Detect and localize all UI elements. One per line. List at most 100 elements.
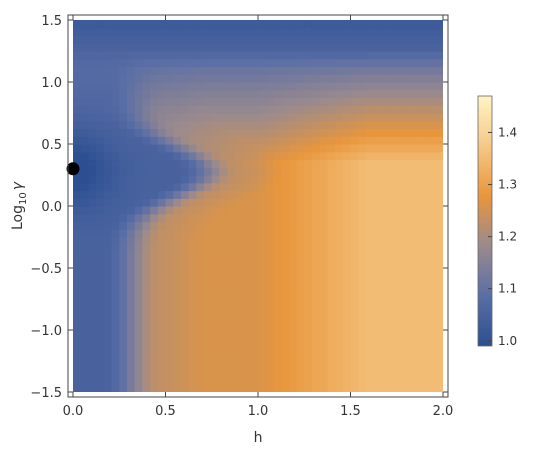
heatmap-cell xyxy=(419,237,429,246)
heatmap-cell xyxy=(304,330,313,339)
heatmap-cell xyxy=(281,97,290,106)
heatmap-cell xyxy=(250,144,259,153)
heatmap-cell xyxy=(119,105,128,114)
heatmap-cell xyxy=(273,322,282,331)
heatmap-cell xyxy=(80,190,90,199)
heatmap-cell xyxy=(211,368,221,378)
heatmap-cell xyxy=(73,27,82,37)
heatmap-cell xyxy=(234,27,244,37)
heatmap-cell xyxy=(157,384,167,392)
heatmap-cell xyxy=(404,97,413,106)
heatmap-cell xyxy=(173,144,182,153)
heatmap-cell xyxy=(404,221,413,230)
heatmap-cell xyxy=(296,322,305,331)
heatmap-cell xyxy=(250,268,259,277)
heatmap-cell xyxy=(219,345,228,354)
heatmap-cell xyxy=(327,291,336,300)
heatmap-cell xyxy=(288,376,298,385)
heatmap-cell xyxy=(273,20,282,29)
heatmap-cell xyxy=(265,229,275,238)
heatmap-cell xyxy=(288,35,298,44)
heatmap-cell xyxy=(157,144,167,153)
heatmap-cell xyxy=(419,213,429,223)
heatmap-cell xyxy=(165,120,174,130)
heatmap-cell xyxy=(404,144,413,153)
heatmap-cell xyxy=(288,120,298,130)
heatmap-cell xyxy=(412,291,421,300)
heatmap-cell xyxy=(258,244,267,254)
heatmap-cell xyxy=(319,97,328,106)
heatmap-cell xyxy=(327,144,336,153)
heatmap-cell xyxy=(88,275,97,285)
heatmap-cell xyxy=(250,384,259,392)
heatmap-cell xyxy=(435,128,443,137)
heatmap-cell xyxy=(142,151,151,161)
heatmap-cell xyxy=(404,128,413,137)
heatmap-cell xyxy=(258,144,267,153)
heatmap-cell xyxy=(311,322,321,331)
heatmap-cell xyxy=(119,128,128,137)
heatmap-cell xyxy=(304,74,313,83)
heatmap-cell xyxy=(73,97,82,106)
heatmap-cell xyxy=(234,322,244,331)
heatmap-cell xyxy=(126,244,136,254)
heatmap-cell xyxy=(296,268,305,277)
heatmap-cell xyxy=(126,120,136,130)
heatmap-cell xyxy=(273,299,282,308)
y-axis: −1.5−1.0−0.50.00.51.01.5 xyxy=(30,14,448,401)
heatmap-cell xyxy=(180,384,190,392)
heatmap-cell xyxy=(412,361,421,370)
heatmap-cell xyxy=(165,229,174,238)
heatmap-cell xyxy=(88,74,97,83)
heatmap-cell xyxy=(327,306,336,316)
heatmap-cell xyxy=(165,213,174,223)
heatmap-cell xyxy=(419,275,429,285)
heatmap-cell xyxy=(150,237,159,246)
heatmap-cell xyxy=(96,337,105,347)
heatmap-cell xyxy=(80,384,90,392)
heatmap-cell xyxy=(227,20,236,29)
heatmap-cell xyxy=(180,27,190,37)
heatmap-cell xyxy=(188,260,197,269)
heatmap-cell xyxy=(404,244,413,254)
heatmap-cell xyxy=(350,330,359,339)
heatmap-cell xyxy=(96,66,105,75)
heatmap-cell xyxy=(281,384,290,392)
heatmap-cell xyxy=(404,35,413,44)
heatmap-cell xyxy=(165,221,174,230)
heatmap-cell xyxy=(142,175,151,184)
heatmap-cell xyxy=(150,74,159,83)
heatmap-cell xyxy=(96,136,105,145)
heatmap-cell xyxy=(157,275,167,285)
heatmap-cell xyxy=(396,229,406,238)
heatmap-cell xyxy=(396,268,406,277)
heatmap-cell xyxy=(119,314,128,323)
heatmap-cell xyxy=(396,97,406,106)
heatmap-cell xyxy=(80,97,90,106)
heatmap-cell xyxy=(188,159,197,168)
heatmap-cell xyxy=(73,89,82,99)
heatmap-cell xyxy=(365,190,375,199)
heatmap-cell xyxy=(319,206,328,215)
heatmap-cell xyxy=(211,229,221,238)
heatmap-cell xyxy=(96,213,105,223)
heatmap-cell xyxy=(119,229,128,238)
heatmap-cell xyxy=(365,27,375,37)
heatmap-cell xyxy=(389,167,398,176)
heatmap-cell xyxy=(273,27,282,37)
heatmap-cell xyxy=(288,151,298,161)
heatmap-cell xyxy=(204,151,213,161)
heatmap-cell xyxy=(389,283,398,292)
heatmap-cell xyxy=(204,113,213,122)
heatmap-cell xyxy=(157,213,167,223)
heatmap-cell xyxy=(142,206,151,215)
heatmap-cell xyxy=(227,89,236,99)
y-tick-label: 1.0 xyxy=(41,76,62,91)
heatmap-cell xyxy=(80,144,90,153)
heatmap-cell xyxy=(88,376,97,385)
heatmap-cell xyxy=(404,151,413,161)
heatmap-cell xyxy=(157,175,167,184)
heatmap-cell xyxy=(180,306,190,316)
heatmap-cell xyxy=(88,105,97,114)
heatmap-cell xyxy=(396,283,406,292)
